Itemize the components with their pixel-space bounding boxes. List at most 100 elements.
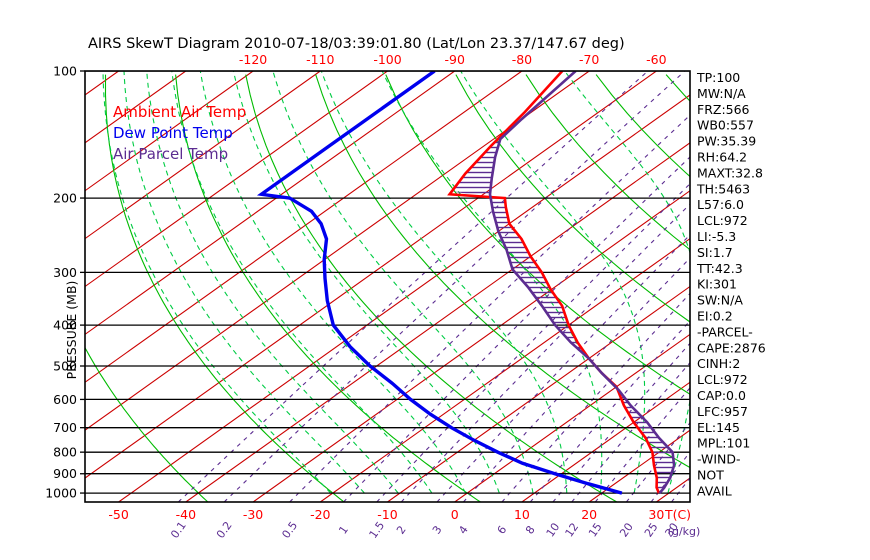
plot-frame: [84, 70, 691, 503]
mixing-ratio-line: [501, 292, 690, 502]
dry-adiabat-line: [175, 74, 481, 502]
pressure-tick-label: 400: [53, 318, 77, 333]
dry-adiabat-line: [245, 74, 618, 502]
bottom-temperature-label: 10: [514, 507, 530, 522]
isotherm-line: [85, 71, 657, 479]
moist-adiabat-line: [564, 71, 690, 494]
pressure-tick-label: 600: [53, 392, 77, 407]
top-temperature-label: -120: [239, 52, 267, 67]
stats-line: EI:0.2: [697, 309, 733, 324]
top-temperature-label: -90: [445, 52, 465, 67]
dry-adiabat-line: [315, 74, 690, 469]
stats-line: -PARCEL-: [697, 324, 753, 339]
stats-line: LFC:957: [697, 404, 748, 419]
isotherm-line: [319, 237, 690, 502]
mixing-ratio-line: [625, 422, 690, 502]
pressure-tick-label: 200: [53, 191, 77, 206]
stats-line: RH:64.2: [697, 150, 747, 165]
pressure-tick-label: 500: [53, 359, 77, 374]
pressure-axis-labels: 100 200 300 400 500 600 700 800 900 1000: [45, 64, 77, 501]
stats-line: NOT: [697, 468, 724, 483]
bottom-temperature-labels: -50 -40 -30 -20 -10 0 10 20 30: [108, 507, 664, 522]
stats-line: LCL:972: [697, 213, 748, 228]
stats-line: TT:42.3: [696, 261, 743, 276]
legend-ambient-air-temp: Ambient Air Temp: [113, 103, 246, 121]
pressure-tick-label: 1000: [45, 486, 77, 501]
dry-adiabat-lines: [85, 74, 690, 502]
sounding-curves: [256, 71, 676, 495]
temperature-axis-title: T(C): [664, 507, 691, 522]
moist-adiabat-line: [123, 71, 365, 494]
top-temperature-labels: -120 -110 -100 -90 -80 -70 -60: [239, 52, 667, 67]
moist-adiabat-line: [320, 71, 568, 494]
mixing-ratio-line: [571, 361, 690, 502]
stats-line: MPL:101: [697, 436, 750, 451]
stats-line: CAP:0.0: [697, 388, 746, 403]
moist-adiabat-line: [146, 71, 399, 494]
plot-area: [85, 71, 690, 502]
moist-adiabat-line: [460, 71, 646, 494]
bottom-temperature-label: -40: [176, 507, 196, 522]
dry-adiabat-line: [385, 74, 690, 395]
isotherm-line: [85, 71, 388, 288]
mixing-ratio-line: [343, 156, 690, 502]
plot-background: [85, 71, 690, 502]
stats-line: SW:N/A: [697, 293, 743, 308]
stats-line: SI:1.7: [697, 245, 733, 260]
legend-dew-point-temp: Dew Point Temp: [113, 124, 233, 142]
stats-line: CINH:2: [697, 356, 740, 371]
stats-line: MW:N/A: [697, 86, 746, 101]
cape-hatch-fill: [451, 139, 674, 492]
top-temperature-label: -100: [373, 52, 401, 67]
stats-line: LCL:972: [697, 372, 748, 387]
pressure-tick-label: 300: [53, 265, 77, 280]
mixing-ratio-line: [529, 320, 690, 502]
page-title: AIRS SkewT Diagram 2010-07-18/03:39:01.8…: [88, 36, 625, 52]
dry-adiabat-line: [455, 74, 690, 323]
stats-line: MAXT:32.8: [697, 165, 763, 180]
mixing-ratio-line: [376, 183, 690, 502]
moist-adiabat-lines: [102, 71, 690, 494]
isotherm-line: [521, 381, 690, 502]
moist-adiabat-line: [381, 71, 603, 494]
mixing-ratio-line: [594, 387, 690, 502]
isotherm-line: [118, 94, 690, 502]
isotherm-line: [85, 71, 321, 240]
bottom-temperature-label: -10: [377, 507, 397, 522]
stats-line: TP:100: [696, 70, 740, 85]
pressure-axis-ticks: [80, 70, 85, 494]
stats-line: LI:-5.3: [697, 229, 736, 244]
stats-line: EL:145: [697, 420, 740, 435]
moist-adiabat-line: [171, 71, 433, 494]
isotherm-line: [387, 285, 690, 502]
stats-line: FRZ:566: [697, 102, 750, 117]
bottom-temperature-label: 30: [648, 507, 664, 522]
moist-adiabat-line: [232, 71, 500, 494]
bottom-temperature-label: -30: [243, 507, 263, 522]
isotherm-line: [85, 71, 254, 192]
mixing-ratio-line: [650, 451, 690, 502]
stats-line: KI:301: [697, 277, 737, 292]
bottom-temperature-label: 0: [451, 507, 459, 522]
mixing-ratio-line: [552, 342, 690, 502]
stats-line: CAPE:2876: [697, 340, 766, 355]
stats-panel: TP:100MW:N/AFRZ:566WB0:557PW:35.39RH:64.…: [696, 70, 766, 498]
top-temperature-label: -80: [512, 52, 532, 67]
isotherm-line: [252, 190, 690, 502]
dry-adiabat-line: [104, 74, 345, 502]
isobar-lines: [85, 71, 690, 494]
pressure-tick-label: 100: [53, 64, 77, 79]
moist-adiabat-line: [199, 71, 467, 494]
stats-line: AVAIL: [697, 483, 732, 498]
mixing-ratio-axis-title: (g/kg): [668, 525, 701, 538]
bottom-temperature-label: -20: [310, 507, 330, 522]
legend-air-parcel-temp: Air Parcel Temp: [113, 145, 228, 163]
pressure-tick-label: 900: [53, 466, 77, 481]
dew-point-temp-curve: [256, 71, 623, 495]
cape-shaded-region: [451, 139, 674, 492]
top-temperature-label: -60: [646, 52, 666, 67]
stats-line: PW:35.39: [697, 134, 756, 149]
stats-line: WB0:557: [697, 118, 754, 133]
